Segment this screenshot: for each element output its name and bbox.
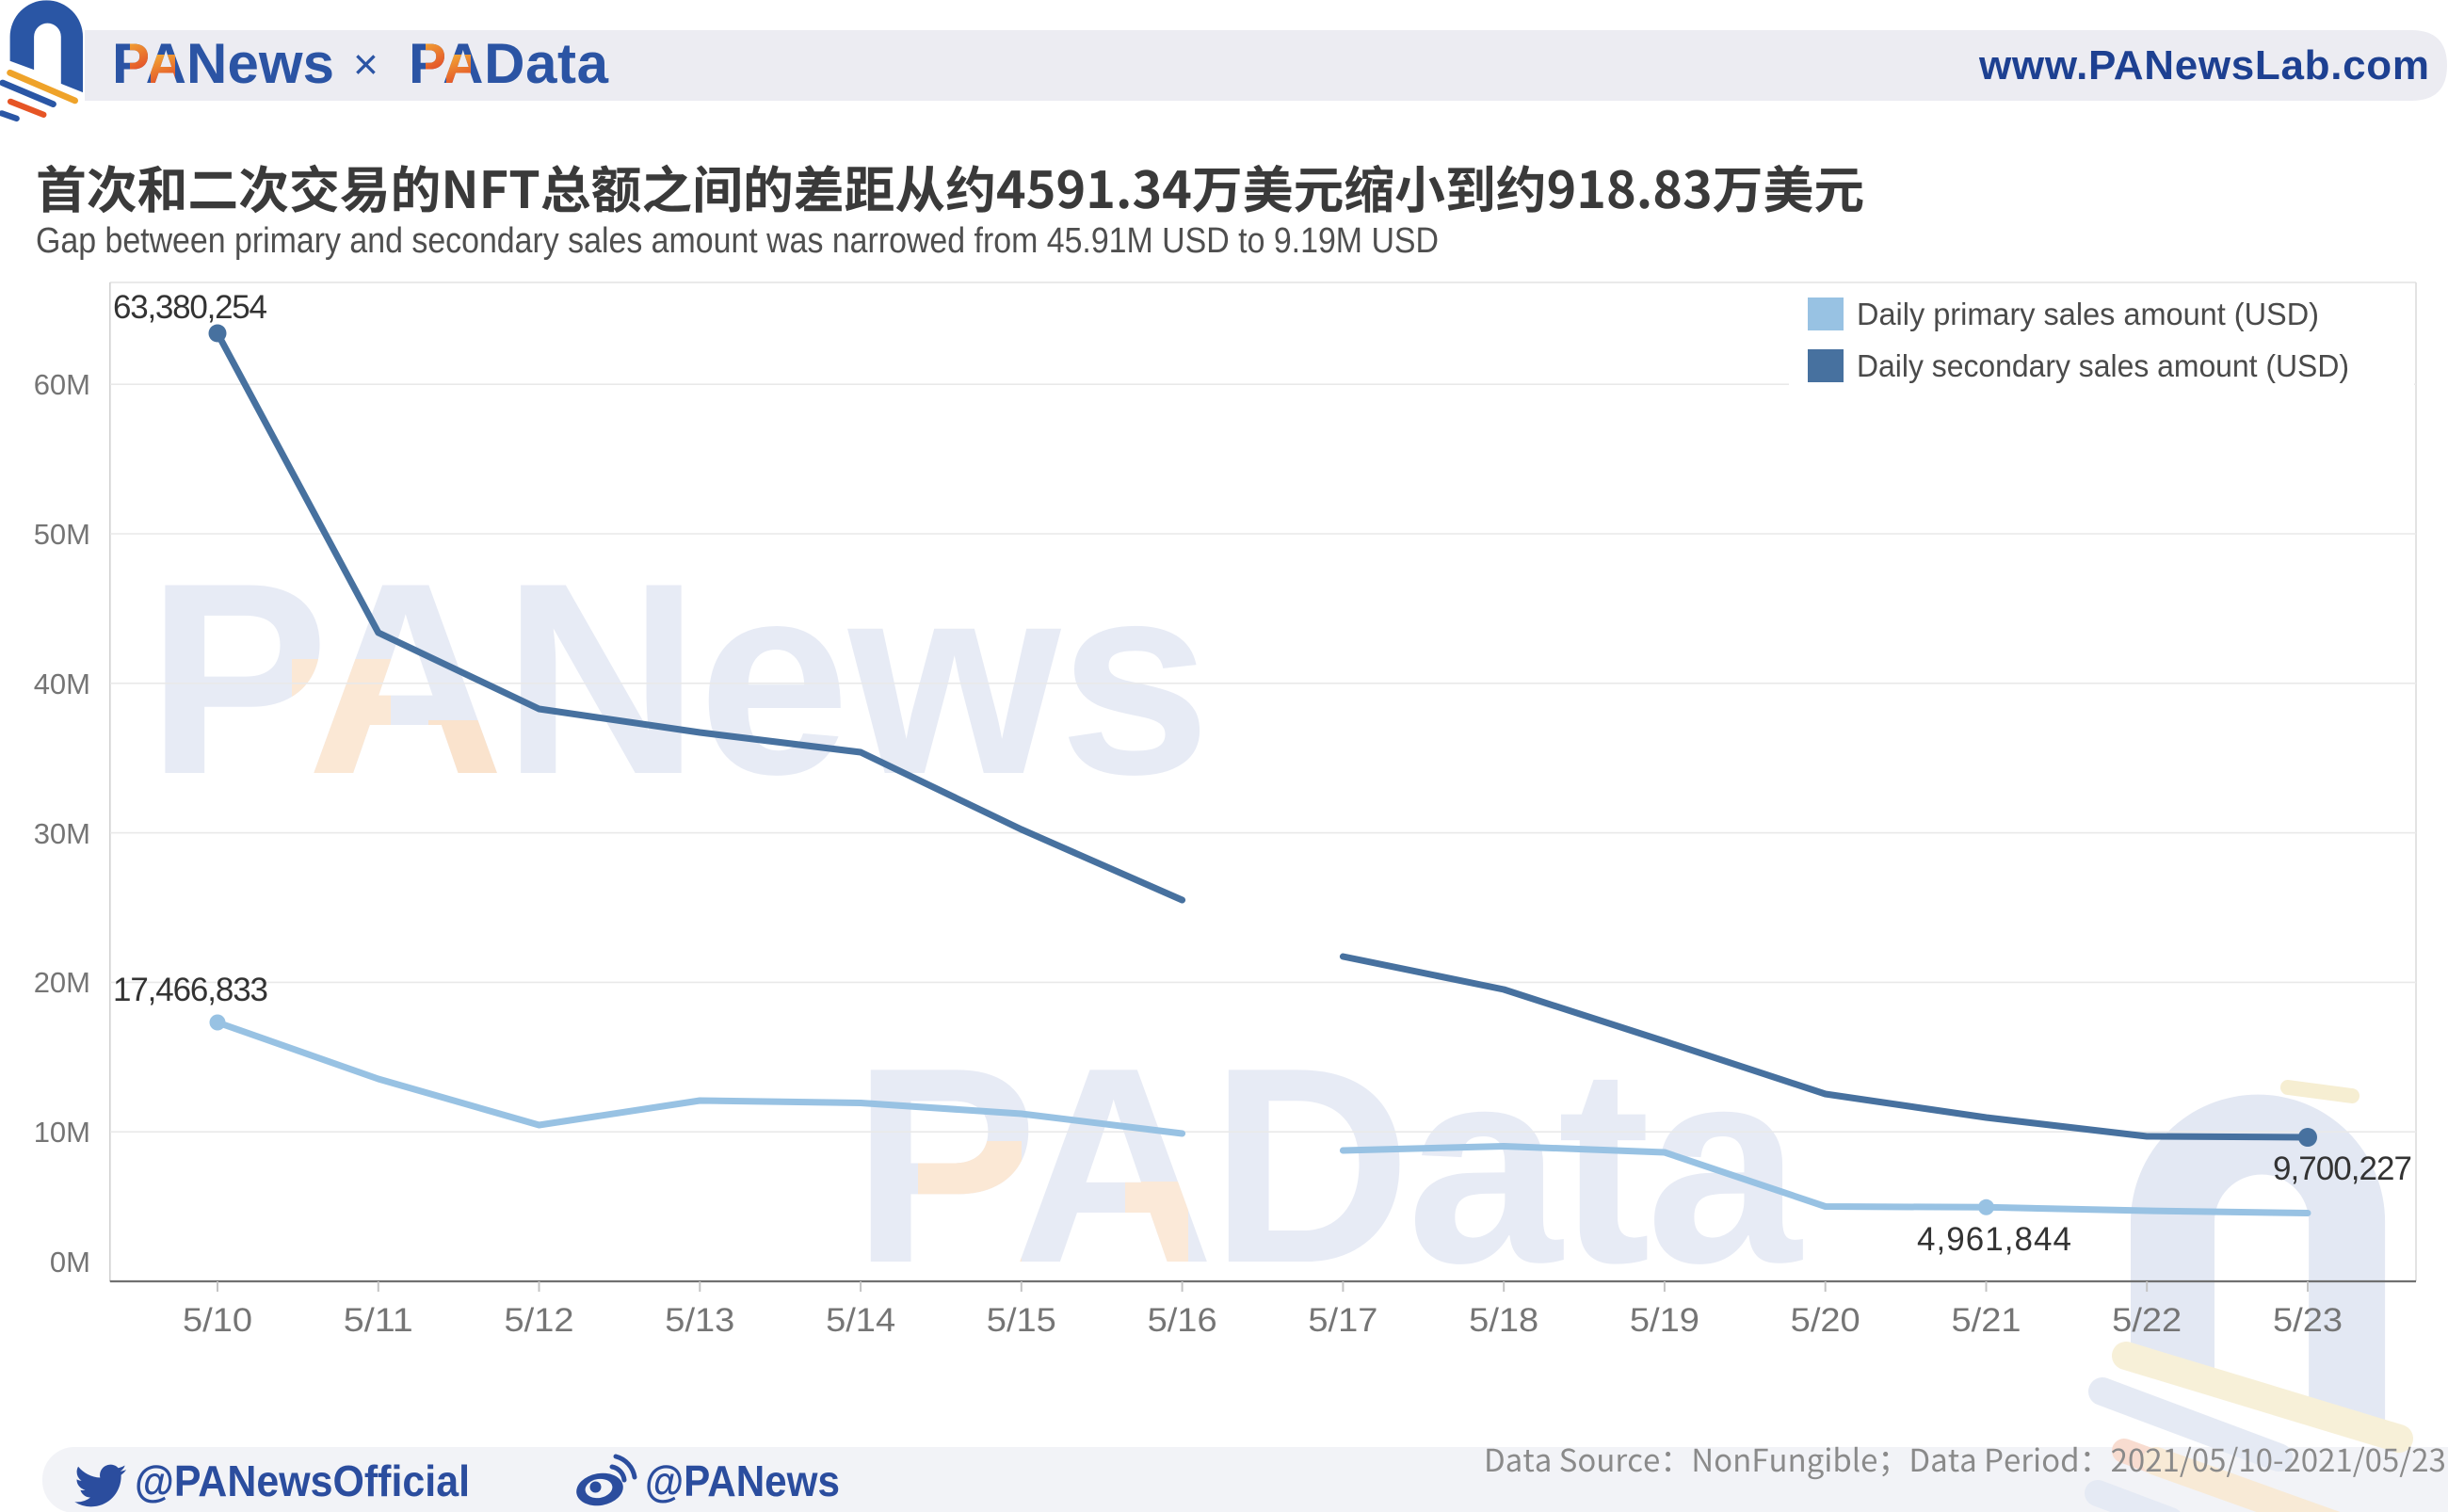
- svg-text:5/19: 5/19: [1630, 1302, 1699, 1339]
- svg-text:9,700,227: 9,700,227: [2273, 1150, 2412, 1187]
- svg-text:5/14: 5/14: [826, 1302, 895, 1339]
- svg-text:5/22: 5/22: [2112, 1302, 2182, 1339]
- svg-text:20M: 20M: [34, 966, 90, 999]
- svg-text:50M: 50M: [34, 518, 90, 551]
- svg-text:@PANews: @PANews: [645, 1456, 840, 1505]
- svg-text:5/13: 5/13: [665, 1302, 734, 1339]
- svg-text:63,380,254: 63,380,254: [113, 289, 267, 326]
- svg-text:10M: 10M: [34, 1116, 90, 1149]
- svg-text:40M: 40M: [34, 668, 90, 700]
- svg-text:Daily secondary sales amount (: Daily secondary sales amount (USD): [1857, 348, 2349, 383]
- svg-text:5/11: 5/11: [344, 1302, 413, 1339]
- svg-text:5/12: 5/12: [505, 1302, 574, 1339]
- svg-text:5/15: 5/15: [987, 1302, 1056, 1339]
- svg-text:www.PANewsLab.com: www.PANewsLab.com: [1978, 42, 2429, 88]
- svg-text:×: ×: [353, 40, 378, 88]
- svg-text:Daily primary sales amount (US: Daily primary sales amount (USD): [1857, 297, 2319, 331]
- svg-text:5/16: 5/16: [1148, 1302, 1217, 1339]
- svg-text:0M: 0M: [50, 1246, 90, 1279]
- svg-text:5/10: 5/10: [183, 1302, 252, 1339]
- svg-text:17,466,833: 17,466,833: [113, 972, 268, 1008]
- svg-text:Gap between primary and second: Gap between primary and secondary sales …: [36, 221, 1439, 261]
- svg-text:30M: 30M: [34, 817, 90, 850]
- svg-text:5/18: 5/18: [1469, 1302, 1538, 1339]
- svg-text:5/23: 5/23: [2273, 1302, 2343, 1339]
- svg-text:5/20: 5/20: [1791, 1302, 1860, 1339]
- svg-text:@PANewsOfficial: @PANewsOfficial: [135, 1456, 470, 1505]
- svg-text:4,961,844: 4,961,844: [1917, 1221, 2071, 1258]
- svg-text:5/21: 5/21: [1952, 1302, 2021, 1339]
- svg-text:60M: 60M: [34, 368, 90, 401]
- svg-text:5/17: 5/17: [1308, 1302, 1377, 1339]
